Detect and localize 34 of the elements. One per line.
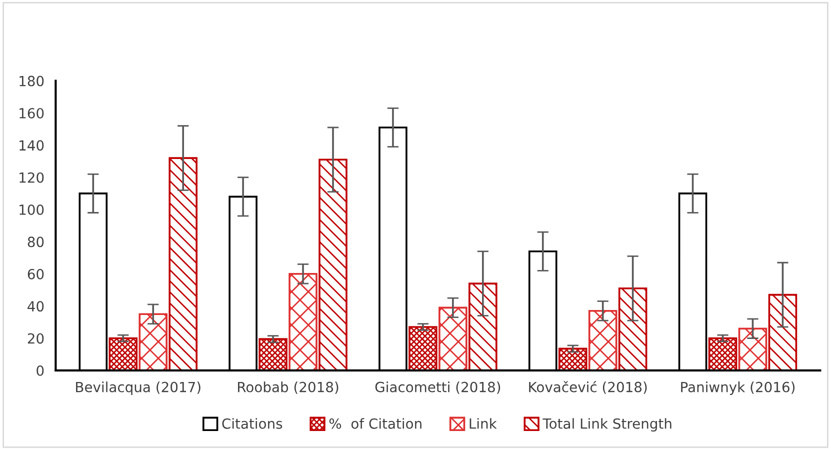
bar — [408, 326, 438, 370]
bar — [138, 313, 168, 370]
bar — [258, 338, 288, 370]
y-tick-label: 0 — [36, 365, 44, 376]
legend-label: % of Citation — [329, 418, 422, 429]
legend-label: Citations — [222, 418, 282, 429]
y-tick-label: 100 — [20, 204, 44, 216]
bar — [468, 282, 498, 370]
x-tick-label: Paniwnyk (2016) — [681, 382, 795, 395]
bar — [588, 310, 618, 370]
bar — [738, 328, 768, 370]
legend-label: Total Link Strength — [542, 418, 672, 432]
y-tick-label: 180 — [20, 76, 44, 86]
bar — [168, 157, 198, 370]
legend-label: Link — [470, 418, 497, 429]
x-tick-label: Kovačević (2018) — [529, 380, 647, 394]
bar — [108, 337, 138, 370]
bar — [618, 287, 648, 370]
bar — [318, 158, 348, 370]
x-tick-label: Giacometti (2018) — [375, 382, 500, 394]
x-tick-label: Bevilacqua (2017) — [76, 382, 200, 395]
bar — [708, 337, 738, 370]
y-tick-label: 40 — [28, 301, 44, 312]
bar — [558, 348, 588, 370]
y-tick-label: 20 — [28, 333, 44, 344]
bar — [438, 306, 468, 370]
bar — [768, 294, 798, 370]
bar — [288, 272, 318, 370]
y-tick-label: 80 — [28, 236, 44, 248]
y-tick-label: 120 — [20, 172, 44, 183]
y-tick-label: 140 — [20, 140, 44, 151]
y-tick-label: 60 — [28, 268, 44, 280]
y-tick-label: 160 — [20, 108, 44, 118]
x-tick-label: Roobab (2018) — [238, 382, 338, 394]
